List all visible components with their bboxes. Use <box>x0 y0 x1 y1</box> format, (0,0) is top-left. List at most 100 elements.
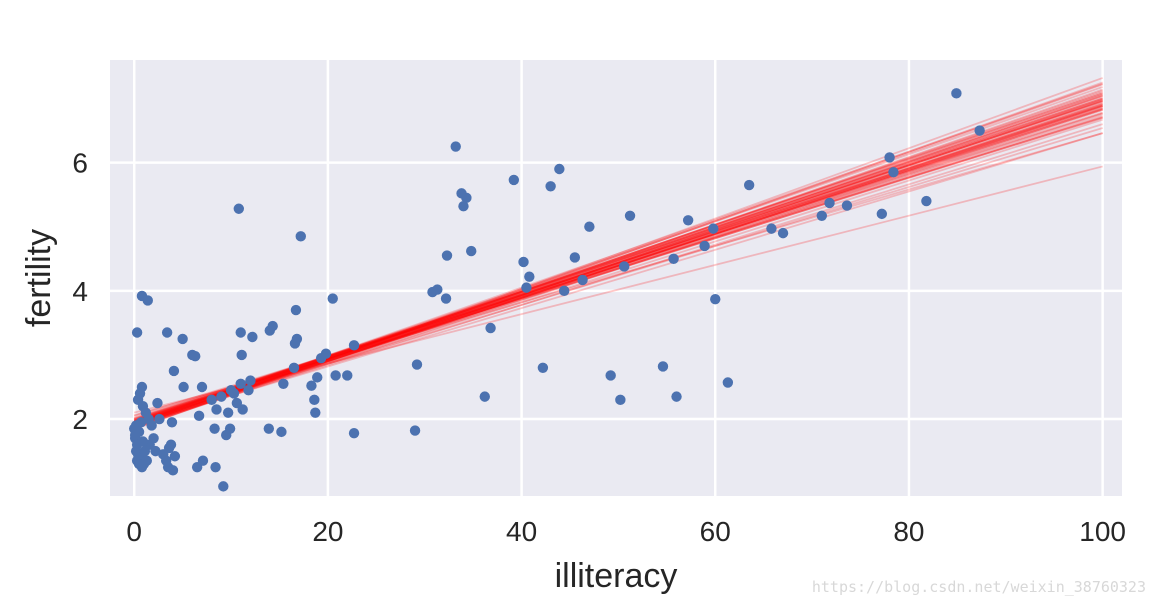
x-tick-label: 100 <box>1079 516 1126 547</box>
data-point <box>558 285 570 297</box>
x-tick-label: 80 <box>893 516 924 547</box>
y-tick-labels: 2 4 6 <box>72 148 88 435</box>
data-point <box>441 250 453 261</box>
data-point <box>218 481 229 492</box>
data-point <box>235 378 246 389</box>
data-point <box>309 394 320 406</box>
data-point <box>196 381 208 393</box>
grid-lines <box>110 60 1122 496</box>
data-point <box>327 293 338 304</box>
data-point <box>450 141 461 152</box>
data-point <box>615 394 626 406</box>
data-point <box>485 322 496 334</box>
data-point <box>225 385 237 396</box>
data-point <box>312 372 323 383</box>
data-point <box>545 181 556 192</box>
data-point <box>276 426 287 438</box>
data-point <box>342 370 353 381</box>
data-point <box>233 203 244 214</box>
data-point <box>243 385 254 396</box>
y-tick-label: 6 <box>72 148 88 179</box>
data-point <box>508 174 520 186</box>
data-point <box>708 223 719 234</box>
regression-line <box>133 132 1103 426</box>
data-point <box>146 420 157 431</box>
data-point <box>206 394 217 406</box>
data-point <box>605 370 616 381</box>
data-point <box>743 179 755 191</box>
plot-background <box>110 60 1122 496</box>
data-point <box>152 397 163 409</box>
data-point <box>409 425 421 436</box>
y-tick-label: 4 <box>72 276 88 307</box>
data-point <box>139 445 151 457</box>
data-point <box>168 365 180 377</box>
data-point <box>951 88 962 99</box>
data-point <box>569 252 581 263</box>
data-points <box>129 88 985 492</box>
data-point <box>348 340 360 351</box>
data-point <box>131 327 143 338</box>
data-point <box>320 348 332 359</box>
data-point <box>178 381 189 393</box>
data-point <box>521 282 532 293</box>
data-point <box>682 215 694 226</box>
data-point <box>699 240 710 252</box>
data-point <box>306 380 317 391</box>
data-point <box>245 375 256 386</box>
data-point <box>537 362 549 373</box>
data-point <box>141 455 152 466</box>
data-point <box>432 284 443 295</box>
data-point <box>216 391 227 402</box>
data-point <box>777 227 789 239</box>
data-point <box>921 195 932 207</box>
data-point <box>197 455 209 466</box>
data-point <box>816 210 827 222</box>
data-point <box>974 125 985 136</box>
regression-line <box>133 127 1103 424</box>
data-point <box>235 327 246 338</box>
data-point <box>177 333 188 345</box>
data-point <box>224 423 236 434</box>
data-point <box>290 304 302 316</box>
x-tick-label: 40 <box>506 516 537 547</box>
regression-line <box>133 109 1103 429</box>
data-point <box>169 451 181 462</box>
data-point <box>291 333 303 345</box>
x-tick-label: 0 <box>126 516 142 547</box>
data-point <box>461 192 472 204</box>
data-point <box>888 167 899 178</box>
data-point <box>236 349 247 361</box>
data-point <box>193 410 205 422</box>
data-point <box>211 404 222 415</box>
data-point <box>824 197 835 209</box>
data-point <box>129 429 141 441</box>
data-point <box>222 407 234 418</box>
x-axis-label: illiteracy <box>555 557 678 595</box>
data-point <box>209 423 220 434</box>
data-point <box>154 413 165 425</box>
data-point <box>161 327 173 338</box>
y-tick-label: 2 <box>72 404 88 435</box>
data-point <box>458 200 469 212</box>
data-point <box>295 231 306 242</box>
x-tick-labels: 0 20 40 60 80 100 <box>126 516 1126 547</box>
data-point <box>584 221 595 232</box>
data-point <box>278 378 289 389</box>
data-point <box>167 465 179 476</box>
data-point <box>577 274 588 286</box>
x-tick-label: 60 <box>700 516 731 547</box>
data-point <box>671 391 682 402</box>
data-point <box>165 439 177 450</box>
regression-line <box>133 102 1103 429</box>
data-point <box>158 449 169 460</box>
regression-line <box>133 123 1103 427</box>
data-point <box>876 208 888 220</box>
data-point <box>166 417 178 428</box>
regression-line <box>133 118 1103 426</box>
data-point <box>554 163 565 175</box>
data-point <box>884 152 895 163</box>
data-point <box>411 359 423 370</box>
data-point <box>330 370 341 381</box>
data-point <box>518 256 529 268</box>
